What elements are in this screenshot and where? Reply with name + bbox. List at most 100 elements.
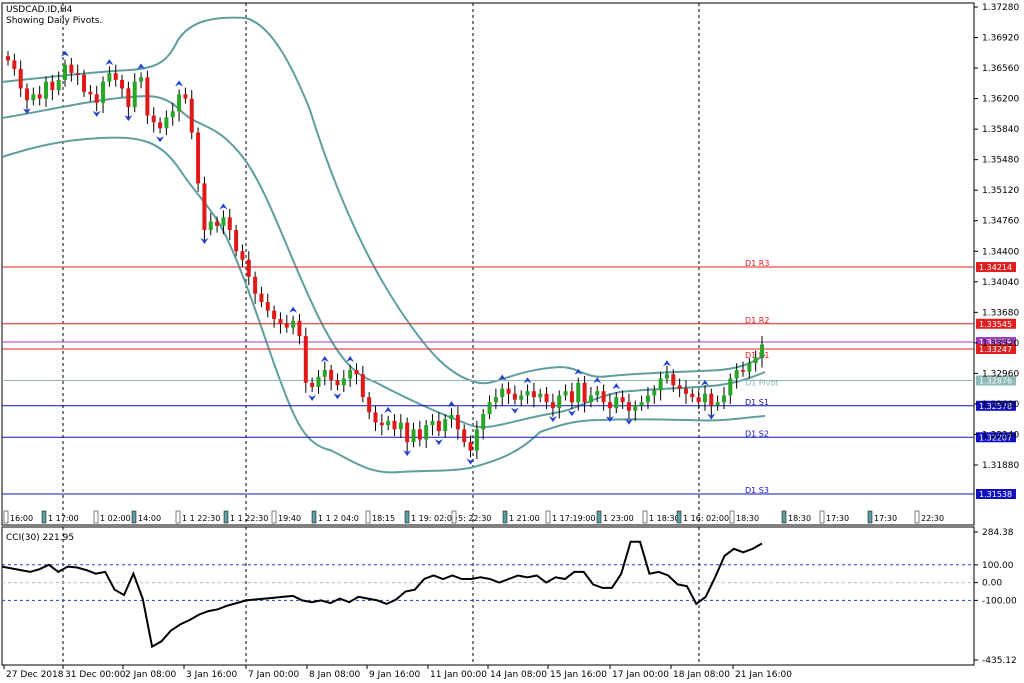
candle-body bbox=[576, 382, 581, 403]
session-label: 1 21:00 bbox=[509, 514, 540, 523]
candle-body bbox=[550, 402, 555, 409]
candle-body bbox=[696, 397, 701, 403]
candle-body bbox=[208, 221, 213, 231]
candle-body bbox=[658, 378, 663, 391]
time-tick-label: 14 Jan 08:00 bbox=[490, 670, 547, 680]
candle-body bbox=[645, 395, 650, 403]
session-marker bbox=[676, 510, 682, 524]
session-marker bbox=[404, 510, 410, 524]
time-tick-label: 8 Jan 08:00 bbox=[309, 670, 361, 680]
pivot-price-label: 1.32578 bbox=[979, 402, 1012, 411]
pivot-name: D1 R3 bbox=[745, 259, 769, 268]
price-tick-label: 1.32600 bbox=[982, 400, 1019, 410]
fractal-up-arrow bbox=[61, 50, 70, 57]
candle-body bbox=[734, 370, 739, 379]
session-marker bbox=[596, 510, 602, 524]
candle-body bbox=[386, 420, 391, 426]
candle-body bbox=[196, 132, 201, 184]
price-tick-label: 1.35120 bbox=[982, 186, 1019, 196]
candle-body bbox=[177, 94, 182, 112]
price-tick-label: 1.33320 bbox=[982, 339, 1019, 349]
candle-body bbox=[310, 382, 315, 387]
pivot-price-label: 1.33545 bbox=[979, 320, 1012, 329]
cci-plot-area[interactable] bbox=[1, 526, 975, 666]
session-label: 17:30 bbox=[874, 514, 897, 523]
time-tick-label: 31 Dec 00:00 bbox=[65, 670, 126, 680]
cci-tick-label: 284.38 bbox=[982, 528, 1014, 538]
fractal-up-arrow bbox=[105, 59, 114, 66]
fractal-down-arrow bbox=[124, 115, 133, 122]
candle-body bbox=[101, 81, 106, 103]
session-label: 22:30 bbox=[921, 514, 944, 523]
candle-body bbox=[107, 73, 112, 82]
candle-body bbox=[601, 391, 606, 403]
fractal-down-arrow bbox=[434, 439, 443, 446]
price-tick-label: 1.36920 bbox=[982, 34, 1019, 44]
candle-body bbox=[202, 183, 207, 231]
session-marker bbox=[867, 510, 873, 524]
session-marker bbox=[914, 510, 920, 524]
candle-body bbox=[265, 302, 270, 311]
time-tick-label: 2 Jan 08:00 bbox=[125, 670, 177, 680]
session-label: 14:00 bbox=[138, 514, 161, 523]
pivot-price-box bbox=[976, 375, 1016, 386]
candle-body bbox=[354, 370, 359, 375]
session-label: 1 18:30 bbox=[649, 514, 680, 523]
candle-body bbox=[626, 402, 631, 411]
candle-body bbox=[715, 402, 720, 406]
candle-body bbox=[728, 378, 733, 396]
candle-body bbox=[652, 390, 657, 396]
session-marker bbox=[311, 510, 317, 524]
candle-body bbox=[462, 429, 467, 443]
pivot-name: D1 S2 bbox=[745, 429, 769, 438]
pivot-name: D1 S1 bbox=[745, 398, 769, 407]
fractal-down-arrow bbox=[92, 110, 101, 117]
candle-body bbox=[760, 344, 764, 358]
pivot-price-box bbox=[976, 337, 1016, 348]
candle-body bbox=[234, 230, 239, 252]
candle-body bbox=[284, 323, 289, 328]
fractal-up-arrow bbox=[219, 203, 228, 210]
subtitle: Showing Daily Pivots. bbox=[6, 16, 102, 26]
candle-body bbox=[481, 414, 486, 430]
session-label: 1 1 22:30 bbox=[182, 514, 220, 523]
pivot-name: D1 R2 bbox=[745, 316, 769, 325]
candle-body bbox=[455, 414, 460, 430]
candle-body bbox=[449, 414, 454, 420]
cci-line bbox=[1, 540, 763, 649]
candle-body bbox=[411, 429, 416, 443]
fractal-down-arrow bbox=[567, 410, 576, 417]
candle-body bbox=[297, 320, 302, 337]
session-marker bbox=[3, 510, 9, 524]
pivot-name: D1 Pivot bbox=[745, 379, 778, 388]
candle-body bbox=[63, 64, 68, 80]
time-axis: 27 Dec 2018 31 Dec 00:00 2 Jan 08:00 3 Jan … bbox=[3, 665, 792, 680]
session-marker bbox=[781, 510, 787, 524]
candle-body bbox=[259, 293, 264, 303]
candle-body bbox=[500, 388, 505, 398]
candle-body bbox=[557, 395, 562, 409]
candle-body bbox=[44, 81, 49, 99]
session-labels-row: 16:00 1 17:00 1 02:00 14:00 1 1 22:30 1 1 22:… bbox=[3, 510, 944, 524]
candle-body bbox=[303, 336, 308, 383]
candle-body bbox=[417, 429, 422, 440]
candle-body bbox=[398, 422, 403, 430]
price-tick-label: 1.32960 bbox=[982, 369, 1019, 379]
candle-body bbox=[56, 79, 61, 91]
pivot-price-label: 1.33247 bbox=[979, 345, 1012, 354]
candle-body bbox=[544, 393, 549, 403]
candle-body bbox=[189, 98, 194, 133]
main-plot-area[interactable] bbox=[1, 2, 975, 526]
candle-body bbox=[164, 117, 169, 129]
fractal-up-arrow bbox=[346, 356, 355, 363]
candle-body bbox=[690, 393, 695, 398]
session-label: 17:30 bbox=[826, 514, 849, 523]
candle-body bbox=[531, 391, 536, 398]
candle-body bbox=[322, 370, 327, 377]
candle-body bbox=[506, 388, 511, 394]
candle-body bbox=[82, 74, 87, 92]
candle-body bbox=[595, 391, 600, 396]
cci-tick-label: 100.00 bbox=[982, 561, 1014, 571]
candle-body bbox=[436, 420, 441, 432]
